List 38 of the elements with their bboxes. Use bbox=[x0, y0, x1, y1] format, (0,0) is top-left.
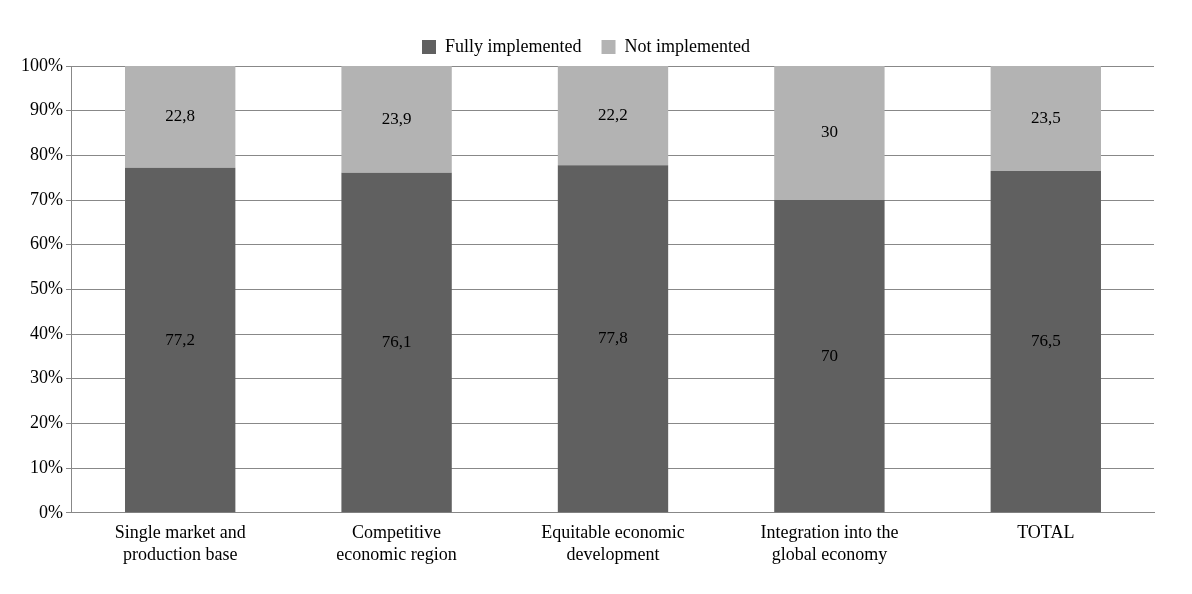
legend-label: Fully implemented bbox=[445, 35, 582, 56]
data-label: 30 bbox=[820, 122, 838, 142]
bar bbox=[125, 167, 236, 513]
bar bbox=[990, 66, 1101, 171]
bar bbox=[774, 200, 885, 513]
bar bbox=[341, 66, 452, 173]
bar bbox=[557, 165, 669, 513]
x-tick-label: Competitive economic region bbox=[336, 522, 457, 564]
y-tick-label: 60% bbox=[29, 233, 63, 254]
bar bbox=[341, 172, 452, 513]
data-label: 77,8 bbox=[598, 328, 628, 348]
y-tick-label: 40% bbox=[29, 322, 63, 343]
data-label: 70 bbox=[820, 345, 838, 365]
data-label: 76,5 bbox=[1030, 331, 1061, 351]
y-tick-label: 90% bbox=[29, 99, 63, 120]
bar bbox=[990, 171, 1101, 513]
x-tick-label: Equitable economic development bbox=[541, 522, 685, 564]
y-tick-label: 0% bbox=[38, 501, 63, 522]
data-label: 77,2 bbox=[165, 329, 196, 349]
y-tick-label: 20% bbox=[29, 412, 63, 433]
x-tick-label: TOTAL bbox=[1017, 522, 1075, 543]
data-label: 22,2 bbox=[598, 105, 628, 125]
data-label: 22,8 bbox=[165, 106, 196, 126]
bar bbox=[125, 66, 236, 168]
bar bbox=[557, 66, 669, 166]
x-tick-label: Integration into the global economy bbox=[760, 522, 899, 564]
x-tick-label: Single market and production base bbox=[114, 522, 246, 564]
bar bbox=[774, 66, 885, 201]
data-label: 23,9 bbox=[381, 108, 412, 128]
legend-label: Not implemented bbox=[624, 35, 750, 56]
y-tick-label: 80% bbox=[29, 144, 63, 165]
y-tick-label: 10% bbox=[29, 456, 63, 477]
y-tick-label: 50% bbox=[29, 278, 63, 299]
data-label: 23,5 bbox=[1030, 107, 1061, 127]
y-tick-label: 100% bbox=[20, 54, 63, 75]
data-label: 76,1 bbox=[381, 332, 412, 352]
y-tick-label: 30% bbox=[29, 367, 63, 388]
y-tick-label: 70% bbox=[29, 188, 63, 209]
